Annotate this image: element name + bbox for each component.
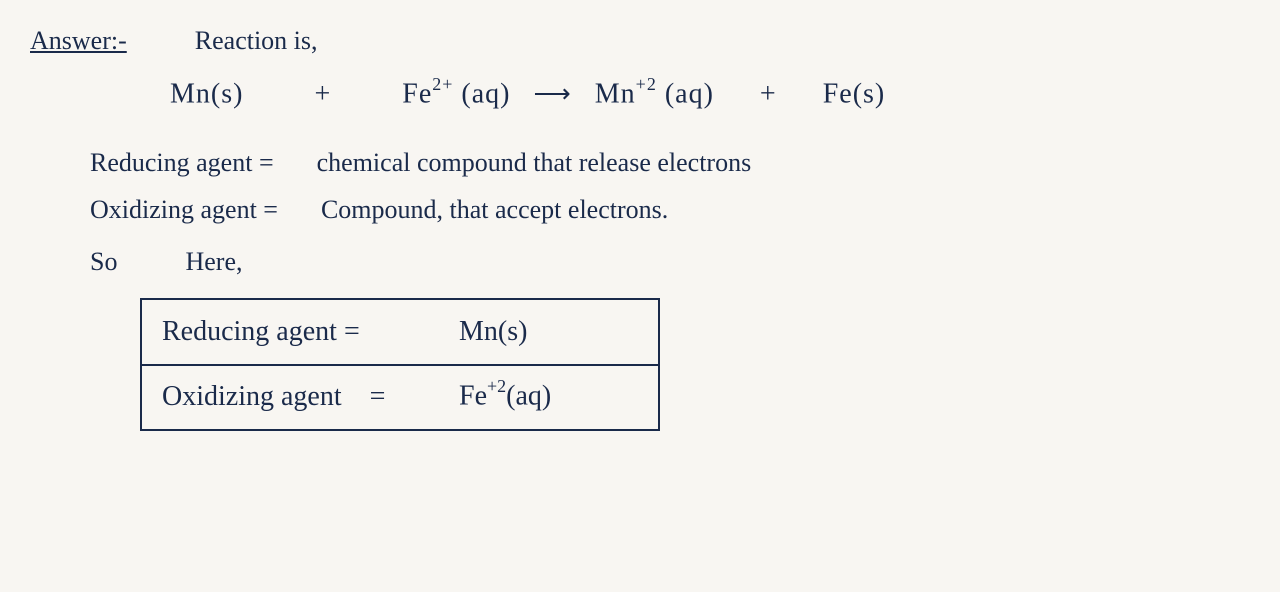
boxed-fe-charge: +2 [487,376,506,396]
boxed-fe-base: Fe [459,381,487,412]
oxidizing-def-rhs: Compound, that accept electrons. [321,195,668,224]
boxed-oxid-lhs: Oxidizing agent [162,381,342,412]
reactant-fe-state: (aq) [461,78,510,109]
boxed-oxid-eq: = [370,381,386,412]
reducing-def-rhs: chemical compound that release electrons [317,148,752,177]
so-word: So [90,247,117,276]
reaction-equation: Mn(s) + Fe2+ (aq) ⟶ Mn+2 (aq) + Fe(s) [170,72,1250,117]
product-fe: Fe(s) [823,78,886,109]
header-line: Answer:- Reaction is, [30,20,1250,62]
reactant-fe-base: Fe [402,78,432,109]
boxed-reducing-rhs: Mn(s) [459,310,527,355]
oxidizing-def-lhs: Oxidizing agent = [90,195,278,224]
product-mn-charge: +2 [636,74,657,94]
arrow-icon: ⟶ [533,73,571,115]
plus-1: + [314,78,331,109]
handwritten-page: Answer:- Reaction is, Mn(s) + Fe2+ (aq) … [0,0,1280,451]
reaction-is: Reaction is, [195,26,318,55]
oxidizing-def: Oxidizing agent = Compound, that accept … [90,189,1250,231]
reducing-def: Reducing agent = chemical compound that … [90,142,1250,184]
reactant-fe-charge: 2+ [432,74,453,94]
boxed-answers: Reducing agent = Mn(s) Oxidizing agent =… [30,298,1250,432]
boxed-reducing-lhs: Reducing agent = [162,310,452,355]
product-mn-state: (aq) [665,78,714,109]
reactant-mn: Mn(s) [170,78,243,109]
answer-label: Answer:- [30,26,127,55]
reducing-def-lhs: Reducing agent = [90,148,274,177]
so-here: So Here, [90,241,1250,283]
boxed-reducing-row: Reducing agent = Mn(s) [140,298,660,367]
product-mn-base: Mn [595,78,636,109]
boxed-oxidizing-row: Oxidizing agent = Fe+2(aq) [140,364,660,431]
plus-2: + [760,78,777,109]
here-word: Here, [185,247,242,276]
boxed-fe-state: (aq) [506,381,551,412]
